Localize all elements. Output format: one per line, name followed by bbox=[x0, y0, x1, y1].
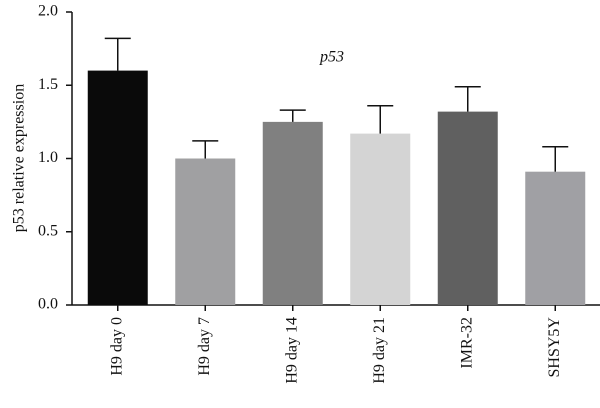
x-tick-label: IMR-32 bbox=[458, 317, 475, 369]
bar bbox=[350, 133, 411, 305]
error-bar bbox=[367, 105, 394, 134]
chart-title: p53 bbox=[319, 49, 344, 66]
bar bbox=[175, 158, 236, 305]
x-tick-label: H9 day 21 bbox=[371, 317, 388, 384]
error-bar bbox=[454, 85, 481, 112]
x-tick-label: H9 day 0 bbox=[108, 317, 125, 376]
bar bbox=[87, 70, 148, 305]
bar bbox=[437, 111, 498, 306]
error-bar bbox=[279, 109, 306, 122]
y-axis-label: p53 relative expression bbox=[11, 84, 28, 232]
y-tick-label: 0.0 bbox=[38, 296, 58, 313]
error-bar bbox=[542, 146, 569, 172]
bar bbox=[262, 121, 323, 305]
bar bbox=[525, 171, 586, 305]
y-tick-label: 1.5 bbox=[38, 76, 58, 93]
y-tick-label: 0.5 bbox=[38, 222, 58, 239]
x-tick-label: SHSY5Y bbox=[546, 317, 563, 378]
error-bar bbox=[104, 37, 131, 71]
x-tick-label: H9 day 7 bbox=[196, 317, 213, 376]
x-tick-label: H9 day 14 bbox=[283, 317, 300, 384]
error-bar bbox=[192, 140, 219, 159]
y-tick-label: 1.0 bbox=[38, 149, 58, 166]
y-tick-label: 2.0 bbox=[38, 3, 58, 20]
